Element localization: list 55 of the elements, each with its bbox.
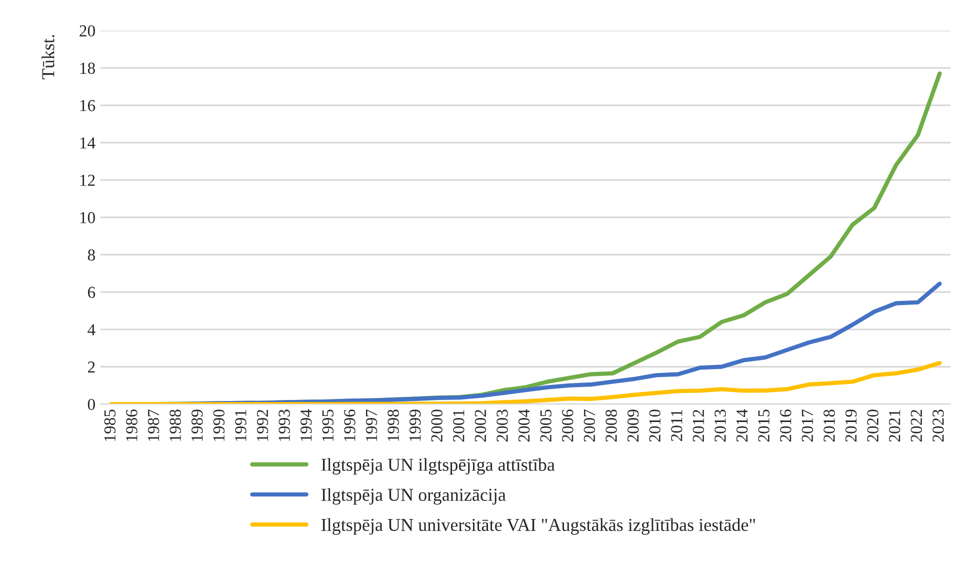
- x-tick-label: 1987: [148, 409, 160, 441]
- y-tick-label: 20: [80, 25, 95, 37]
- x-tick-label: 2006: [562, 409, 574, 442]
- y-tick-label: 14: [80, 137, 96, 148]
- x-tick-label: 1994: [300, 409, 312, 441]
- x-tick-label: 2022: [910, 410, 922, 442]
- x-tick-label: 2018: [824, 410, 835, 442]
- x-tick-label: 2007: [584, 409, 596, 442]
- legend-label: Ilgtspēja UN organizācija: [321, 488, 506, 505]
- x-tick-label: 1993: [278, 410, 290, 441]
- x-tick-label: 1991: [235, 410, 246, 441]
- y-tick-label: 12: [80, 174, 95, 186]
- legend-label: Ilgtspēja UN ilgtspējīga attīstība: [321, 458, 555, 475]
- x-tick-label: 2011: [671, 410, 682, 441]
- y-tick-label: 2: [88, 362, 95, 373]
- x-tick-label: 2016: [780, 409, 792, 442]
- x-tick-label: 1985: [104, 410, 116, 441]
- x-tick-label: 1988: [170, 410, 181, 441]
- x-tick-label: 2002: [474, 410, 486, 442]
- x-tick-label: 1999: [409, 410, 421, 441]
- y-tick-label: 8: [88, 249, 95, 261]
- x-tick-label: 2020: [867, 410, 878, 442]
- y-tick-label: 6: [88, 286, 96, 298]
- x-tick-label: 2009: [627, 410, 639, 442]
- x-tick-label: 1989: [191, 410, 203, 441]
- x-tick-label: 2023: [932, 410, 944, 442]
- y-tick-label: 18: [80, 62, 95, 74]
- x-tick-label: 2012: [692, 410, 704, 442]
- y-tick-label: 16: [80, 100, 96, 112]
- x-tick-label: 2017: [802, 409, 814, 442]
- x-tick-label: 1990: [213, 410, 225, 441]
- y-tick-label: 0: [88, 398, 95, 410]
- x-tick-label: 2005: [540, 410, 552, 442]
- y-axis-title: Tūkst.: [42, 35, 54, 80]
- x-tick-label: 1998: [388, 410, 399, 441]
- x-tick-label: 2021: [888, 410, 900, 442]
- x-tick-label: 2008: [606, 410, 617, 442]
- line-series: [109, 360, 942, 404]
- x-tick-label: 2015: [758, 410, 770, 442]
- x-tick-label: 2001: [453, 410, 464, 442]
- x-tick-label: 2013: [714, 410, 726, 442]
- legend-label: Ilgtspēja UN universitāte VAI "Augstākās izglītības iestāde": [321, 518, 755, 535]
- x-tick-label: 2010: [649, 410, 660, 442]
- x-tick-label: 1995: [322, 410, 334, 441]
- x-tick-label: 1986: [126, 409, 138, 441]
- x-tick-label: 2014: [736, 409, 748, 442]
- x-tick-label: 2000: [431, 410, 442, 442]
- x-tick-label: 1997: [366, 409, 378, 441]
- y-tick-label: 10: [80, 212, 95, 224]
- y-tick-label: 4: [88, 324, 96, 336]
- x-tick-label: 2003: [496, 410, 508, 442]
- x-tick-label: 1992: [256, 410, 268, 441]
- x-tick-label: 2019: [845, 410, 857, 442]
- x-tick-label: 2004: [518, 409, 530, 442]
- x-tick-label: 1996: [344, 409, 356, 441]
